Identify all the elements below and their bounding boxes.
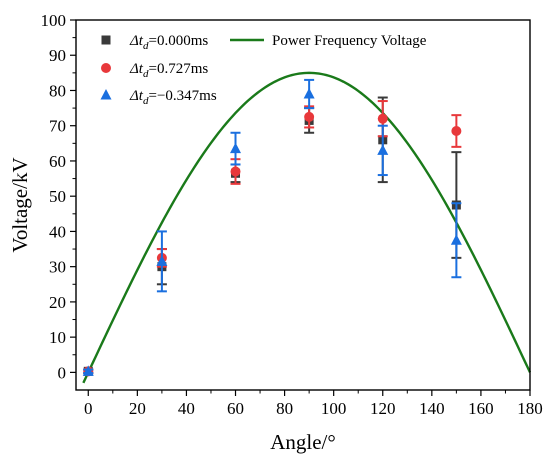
data-point	[451, 126, 462, 136]
data-point	[450, 234, 462, 245]
y-tick-label: 70	[49, 117, 66, 136]
x-tick-label: 20	[129, 399, 146, 418]
points-layer	[82, 78, 462, 377]
data-point	[377, 144, 389, 155]
y-tick-label: 100	[41, 11, 67, 30]
plot-frame	[75, 19, 531, 391]
legend: Δtd=0.000ms Δtd=0.727ms Δtd=−0.347ms Power …	[100, 33, 427, 107]
x-tick-label: 40	[178, 399, 195, 418]
y-tick-label: 90	[49, 46, 66, 65]
y-tick-label: 40	[49, 222, 66, 241]
y-tick-label: 20	[49, 293, 66, 312]
y-tick-label: 50	[49, 187, 66, 206]
x-tick-label: 60	[227, 399, 244, 418]
data-point	[377, 113, 388, 124]
x-tick-label: 120	[370, 399, 396, 418]
data-point	[82, 365, 94, 376]
legend-marker-2	[100, 89, 112, 100]
data-point	[230, 166, 241, 177]
x-tick-label: 100	[321, 399, 347, 418]
legend-marker-1	[101, 63, 111, 73]
x-tick-label: 160	[468, 399, 494, 418]
data-point	[304, 111, 315, 122]
legend-label-1: Δtd=0.727ms	[129, 61, 208, 80]
x-tick-label: 140	[419, 399, 445, 418]
y-tick-label: 10	[49, 328, 66, 347]
legend-label-0: Δtd=0.000ms	[129, 33, 208, 52]
data-point	[156, 255, 168, 266]
series-2	[82, 78, 462, 376]
x-axis-title: Angle/°	[270, 430, 336, 454]
data-point	[230, 142, 242, 154]
y-tick-label: 80	[49, 81, 66, 100]
legend-label-2: Δtd=−0.347ms	[129, 88, 217, 107]
x-tick-label: 80	[276, 399, 293, 418]
data-point	[303, 88, 315, 99]
x-tick-label: 0	[84, 399, 93, 418]
y-axis-title: Voltage/kV	[8, 157, 32, 252]
series-1	[83, 100, 462, 377]
axes-layer: 0 20 40 60 80 100 120 140 160 180 0 10 20 30 40 50 60 70 8…	[41, 11, 543, 418]
legend-marker-0	[101, 35, 111, 45]
x-tick-label: 180	[517, 399, 543, 418]
y-tick-label: 30	[49, 258, 66, 277]
y-tick-label: 0	[58, 363, 67, 382]
legend-label-curve: Power Frequency Voltage	[272, 33, 427, 49]
y-tick-label: 60	[49, 152, 66, 171]
